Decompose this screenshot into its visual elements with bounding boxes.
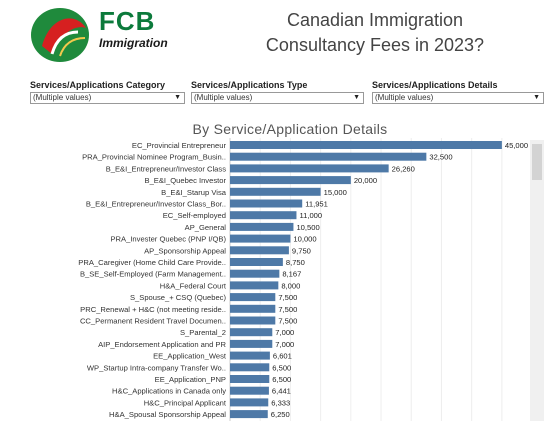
filter-category-label: Services/Applications Category [30, 80, 166, 90]
chart-scrollbar[interactable] [530, 140, 544, 421]
data-label: 8,167 [282, 270, 301, 279]
filter-category-dropdown[interactable]: (Multiple values) ▼ [30, 92, 185, 104]
bar[interactable] [230, 316, 276, 325]
data-label: 6,500 [272, 363, 291, 372]
bar[interactable] [230, 339, 273, 348]
bar[interactable] [230, 152, 427, 161]
filter-type-value: (Multiple values) [194, 93, 253, 102]
logo [31, 8, 89, 62]
scrollbar-thumb[interactable] [532, 144, 542, 180]
category-label: PRA_Provincial Nominee Program_Busin.. [82, 153, 226, 162]
page-title-line: Consultancy Fees in 2023? [265, 35, 485, 55]
category-label: H&A_Federal Court [160, 281, 227, 290]
filter-details-dropdown[interactable]: (Multiple values) ▼ [372, 92, 544, 104]
data-label: 6,500 [272, 375, 291, 384]
data-label: 10,500 [296, 223, 319, 232]
chevron-down-icon: ▼ [174, 94, 181, 101]
filter-type: Services/Applications Type (Multiple val… [191, 80, 364, 104]
category-label: EE_Application_PNP [155, 375, 226, 384]
filter-details: Services/Applications Details (Multiple … [372, 80, 544, 104]
bar[interactable] [230, 141, 502, 149]
category-label: EC_Provincial Entrepreneur [132, 141, 227, 150]
data-label: 8,750 [286, 258, 305, 267]
category-label: B_E&I_Entrepreneur/Investor Class [106, 164, 226, 173]
data-label: 7,500 [278, 305, 297, 314]
category-label: B_E&I_Starup Visa [161, 188, 227, 197]
filter-type-label: Services/Applications Type [191, 80, 308, 90]
data-label: 7,500 [278, 317, 297, 326]
bar[interactable] [230, 269, 280, 278]
category-label: S_Parental_2 [180, 328, 226, 337]
chart-title: By Service/Application Details [192, 121, 388, 137]
bar[interactable] [230, 211, 297, 220]
category-label: PRA_Invester Quebec (PNP I/QB) [110, 235, 226, 244]
category-label: B_SE_Self-Employed (Farm Management.. [80, 270, 226, 279]
bar[interactable] [230, 246, 289, 255]
bar-chart: EC_Provincial Entrepreneur 45,000 PRA_Prov… [78, 138, 528, 421]
data-label: 20,000 [354, 176, 377, 185]
category-label: H&C_Applications in Canada only [112, 387, 226, 396]
bar[interactable] [230, 187, 321, 196]
chevron-down-icon: ▼ [353, 94, 360, 101]
bar[interactable] [230, 304, 276, 313]
chevron-down-icon: ▼ [533, 94, 540, 101]
filter-details-label: Services/Applications Details [372, 80, 498, 90]
category-label: H&A_Spousal Sponsorship Appeal [109, 410, 226, 419]
logo-text-main: FCB [99, 6, 156, 36]
category-label: AP_General [185, 223, 227, 232]
data-label: 7,500 [278, 293, 297, 302]
bar[interactable] [230, 386, 269, 395]
data-label: 8,000 [281, 281, 300, 290]
data-label: 6,333 [271, 398, 290, 407]
data-label: 11,951 [305, 200, 328, 209]
data-label: 32,500 [429, 153, 452, 162]
data-label: 6,441 [272, 387, 291, 396]
bar[interactable] [230, 222, 294, 231]
data-label: 7,000 [275, 328, 294, 337]
category-label: B_E&I_Entrepreneur/Investor Class_Bor.. [86, 200, 226, 209]
category-label: EE_Application_West [153, 352, 227, 361]
category-label: CC_Permanent Resident Travel Documen.. [80, 317, 226, 326]
category-label: S_Spouse_+ CSQ (Quebec) [130, 293, 227, 302]
category-label: AIP_Endorsement Application and PR [98, 340, 226, 349]
bar[interactable] [230, 351, 270, 360]
data-label: 9,750 [292, 246, 311, 255]
category-label: EC_Self-employed [163, 211, 226, 220]
filter-details-value: (Multiple values) [375, 93, 434, 102]
category-label: B_E&I_Quebec Investor [145, 176, 227, 185]
category-label: WP_Startup Intra-company Transfer Wo.. [87, 363, 226, 372]
bar[interactable] [230, 258, 283, 266]
page-title-line: Canadian Immigration [286, 10, 464, 30]
category-label: PRA_Caregiver (Home Child Care Provide.. [78, 258, 226, 267]
filter-type-dropdown[interactable]: (Multiple values) ▼ [191, 92, 364, 104]
maple-leaf-logo-icon [31, 8, 89, 62]
category-label: AP_Sponsorship Appeal [144, 246, 226, 255]
bar[interactable] [230, 410, 268, 419]
bar[interactable] [230, 234, 291, 243]
bar[interactable] [230, 328, 273, 337]
filter-bar: Services/Applications Category (Multiple… [30, 80, 550, 104]
bar[interactable] [230, 176, 351, 185]
filter-category-value: (Multiple values) [33, 93, 92, 102]
page-title: Canadian Immigration Consultancy Fees in … [215, 8, 535, 58]
bar[interactable] [230, 199, 303, 208]
data-label: 7,000 [275, 340, 294, 349]
bar[interactable] [230, 164, 389, 173]
data-label: 6,250 [271, 410, 290, 419]
data-label: 6,601 [273, 352, 292, 361]
data-label: 10,000 [293, 235, 316, 244]
category-label: PRC_Renewal + H&C (not meeting reside.. [80, 305, 226, 314]
filter-category: Services/Applications Category (Multiple… [30, 80, 185, 104]
logo-text-sub: Immigration [99, 36, 168, 50]
data-label: 45,000 [505, 141, 528, 150]
bar[interactable] [230, 281, 279, 290]
category-label: H&C_Principal Applicant [144, 398, 227, 407]
data-label: 11,000 [299, 211, 322, 220]
data-label: 15,000 [324, 188, 347, 197]
bar[interactable] [230, 363, 270, 372]
bar[interactable] [230, 375, 270, 383]
data-label: 26,260 [392, 164, 415, 173]
bar[interactable] [230, 293, 276, 302]
bar[interactable] [230, 398, 269, 407]
